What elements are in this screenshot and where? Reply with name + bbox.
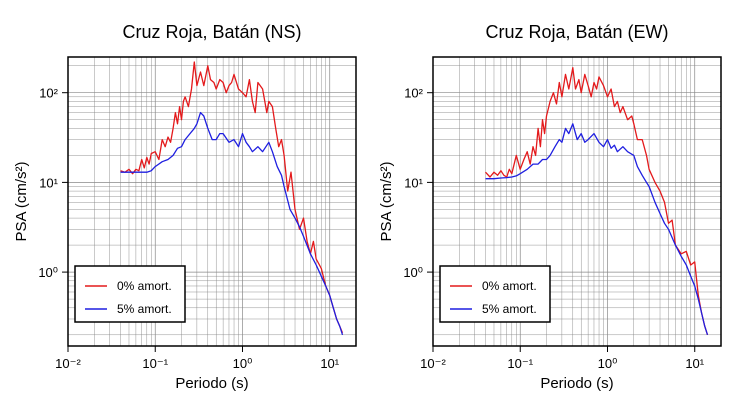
x-tick-label: 10⁻¹ xyxy=(507,356,533,371)
x-tick-label: 10¹ xyxy=(685,356,704,371)
x-tick-label: 10⁻² xyxy=(420,356,446,371)
series-line-1 xyxy=(485,123,709,335)
y-tick-label: 10¹ xyxy=(39,175,58,190)
legend: 0% amort. 5% amort. xyxy=(74,265,186,323)
y-axis-label: PSA (cm/s²) xyxy=(378,161,395,241)
chart-title: Cruz Roja, Batán (EW) xyxy=(485,22,668,42)
x-axis-label: Periodo (s) xyxy=(540,375,613,392)
x-tick-label: 10¹ xyxy=(320,356,339,371)
chart-title: Cruz Roja, Batán (NS) xyxy=(122,22,301,42)
x-tick-label: 10⁻² xyxy=(55,356,81,371)
y-tick-label: 10² xyxy=(39,86,58,101)
legend-box xyxy=(74,265,186,323)
plot-frame xyxy=(67,56,357,347)
legend-label-1: 5% amort. xyxy=(482,302,537,316)
y-tick-label: 10⁰ xyxy=(38,265,58,280)
plot-frame xyxy=(432,56,722,347)
x-tick-label: 10⁰ xyxy=(233,356,253,371)
chart-ns: 10⁻² 10⁻¹ 10⁰ 10¹ 10⁰ 10¹ 10² Cruz Roja, Batán … xyxy=(13,22,357,392)
x-axis-label: Periodo (s) xyxy=(175,375,248,392)
legend-box xyxy=(439,265,551,323)
legend-label-0: 0% amort. xyxy=(117,279,172,293)
y-tick-label: 10⁰ xyxy=(403,265,423,280)
series-line-0 xyxy=(485,67,709,335)
series-line-0 xyxy=(120,61,344,334)
chart-ew: 10⁻² 10⁻¹ 10⁰ 10¹ 10⁰ 10¹ 10² Cruz Roja, Batán … xyxy=(378,22,722,392)
legend-label-0: 0% amort. xyxy=(482,279,537,293)
y-tick-label: 10² xyxy=(404,86,423,101)
legend: 0% amort. 5% amort. xyxy=(439,265,551,323)
legend-label-1: 5% amort. xyxy=(117,302,172,316)
y-tick-label: 10¹ xyxy=(404,175,423,190)
x-tick-label: 10⁻¹ xyxy=(142,356,168,371)
x-tick-label: 10⁰ xyxy=(598,356,618,371)
series-line-1 xyxy=(120,111,344,335)
y-axis-label: PSA (cm/s²) xyxy=(13,161,30,241)
